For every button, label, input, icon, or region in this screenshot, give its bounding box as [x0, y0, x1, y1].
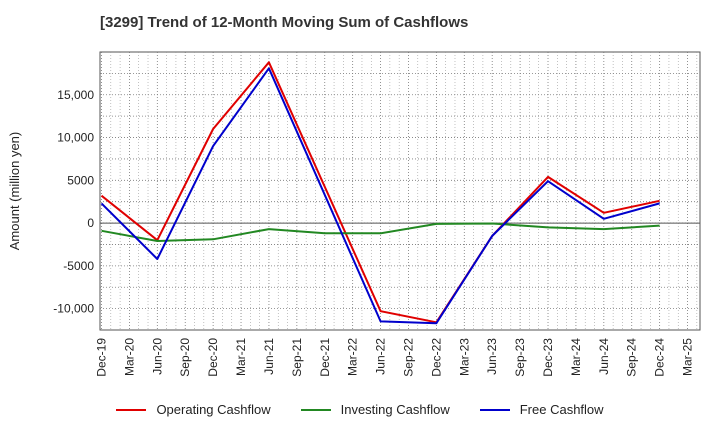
- chart-title: [3299] Trend of 12-Month Moving Sum of C…: [100, 14, 469, 31]
- vertical-gridlines: [101, 52, 698, 330]
- x-tick-label: Jun-23: [485, 338, 499, 375]
- x-axis-tick-labels: Dec-19 Mar-20 Jun-20 Sep-20 Dec-20 Mar-21 Jun-…: [95, 338, 695, 377]
- legend-swatch: [116, 408, 147, 411]
- x-tick-label: Jun-21: [262, 338, 276, 375]
- series-line-free-cashflow: [100, 67, 660, 325]
- x-tick-label: Dec-24: [653, 338, 667, 377]
- y-tick-label: 0: [87, 216, 94, 230]
- x-tick-label: Mar-21: [234, 338, 248, 376]
- series-line-investing-cashflow: [101, 222, 660, 242]
- x-tick-label: Jun-20: [150, 338, 164, 375]
- y-tick-label: 5000: [67, 173, 94, 187]
- legend-label: Investing Cashflow: [340, 402, 450, 417]
- x-tick-label: Dec-22: [429, 338, 443, 377]
- x-tick-label: Jun-22: [374, 338, 388, 375]
- y-tick-label: 10,000: [57, 131, 94, 145]
- y-tick-label: 15,000: [57, 88, 94, 102]
- x-tick-label: Dec-21: [318, 338, 332, 377]
- x-tick-label: Sep-22: [401, 338, 415, 377]
- y-tick-label: -5000: [63, 259, 94, 273]
- y-axis-title: Amount (million yen): [7, 132, 22, 251]
- x-tick-label: Mar-25: [681, 338, 695, 376]
- legend-item: Operating Cashflow: [116, 402, 271, 417]
- x-tick-label: Mar-24: [569, 338, 583, 376]
- x-tick-label: Sep-23: [513, 338, 527, 377]
- x-tick-label: Sep-20: [178, 338, 192, 377]
- x-tick-label: Mar-22: [346, 338, 360, 376]
- legend-label: Operating Cashflow: [156, 402, 271, 417]
- x-tick-label: Sep-24: [625, 338, 639, 377]
- x-tick-label: Dec-20: [206, 338, 220, 377]
- x-tick-label: Sep-21: [290, 338, 304, 377]
- line-chart: 15,000 10,000 5000 0 -5000 -10,000 Dec-19 Mar-…: [7, 51, 701, 377]
- legend-swatch: [300, 408, 331, 411]
- x-tick-label: Dec-23: [541, 338, 555, 377]
- y-axis-tick-labels: 15,000 10,000 5000 0 -5000 -10,000: [53, 88, 94, 316]
- x-tick-label: Jun-24: [597, 338, 611, 375]
- legend-swatch: [479, 408, 510, 411]
- legend-item: Free Cashflow: [479, 402, 604, 417]
- y-tick-label: -10,000: [53, 302, 94, 316]
- legend-label: Free Cashflow: [519, 402, 604, 417]
- x-tick-label: Mar-20: [122, 338, 136, 376]
- series-line-operating-cashflow: [100, 61, 660, 324]
- legend-item: Investing Cashflow: [300, 402, 450, 417]
- legend: Operating Cashflow Investing Cashflow Free…: [0, 402, 720, 417]
- x-tick-label: Mar-23: [457, 338, 471, 376]
- x-tick-label: Dec-19: [95, 338, 109, 377]
- series-lines: [100, 61, 660, 325]
- plot-area: [99, 51, 701, 331]
